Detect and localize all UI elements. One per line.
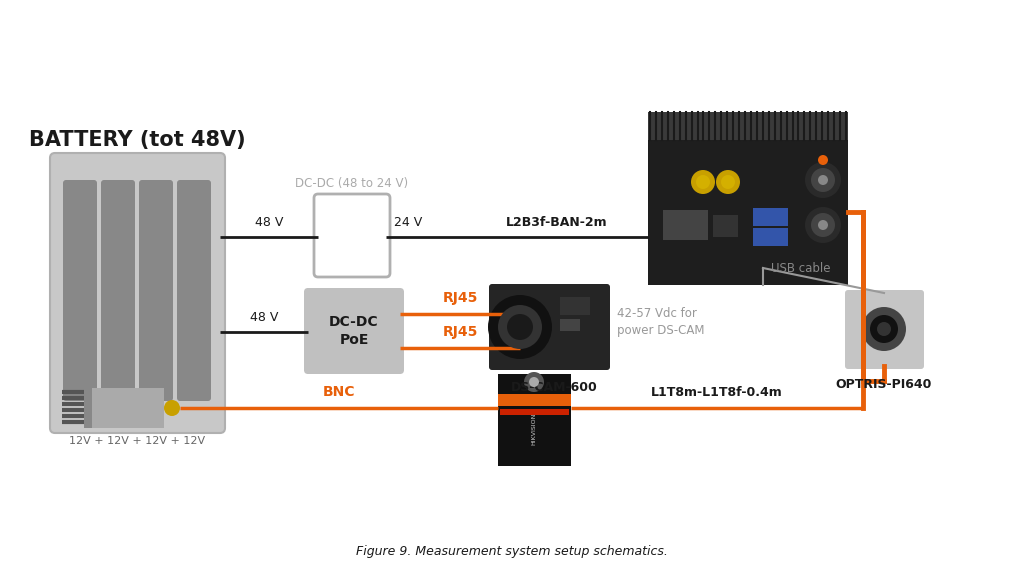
- Circle shape: [691, 170, 715, 194]
- Text: OPTRIS-PI640: OPTRIS-PI640: [836, 378, 932, 391]
- Bar: [500, 409, 569, 415]
- Bar: [663, 210, 708, 240]
- Circle shape: [805, 162, 841, 198]
- Bar: [753, 208, 788, 226]
- Text: 12V + 12V + 12V + 12V: 12V + 12V + 12V + 12V: [69, 436, 205, 446]
- Text: HIKVISION: HIKVISION: [531, 413, 537, 445]
- Bar: [560, 297, 590, 315]
- Bar: [498, 374, 571, 466]
- Circle shape: [811, 213, 835, 237]
- Circle shape: [529, 377, 539, 387]
- Circle shape: [721, 175, 735, 189]
- Circle shape: [164, 400, 180, 416]
- FancyBboxPatch shape: [177, 180, 211, 401]
- Text: 42-57 Vdc for
power DS-CAM: 42-57 Vdc for power DS-CAM: [617, 307, 705, 337]
- FancyBboxPatch shape: [304, 288, 404, 374]
- FancyBboxPatch shape: [139, 180, 173, 401]
- FancyBboxPatch shape: [63, 180, 97, 401]
- Text: DC-DC
PoE: DC-DC PoE: [329, 315, 379, 347]
- Text: DS-CAM-600: DS-CAM-600: [511, 381, 597, 394]
- Bar: [498, 394, 571, 406]
- Bar: [648, 140, 848, 285]
- FancyBboxPatch shape: [489, 284, 610, 370]
- Bar: [84, 388, 92, 428]
- Circle shape: [805, 207, 841, 243]
- Circle shape: [498, 305, 542, 349]
- FancyBboxPatch shape: [314, 194, 390, 277]
- Text: USB cable: USB cable: [771, 262, 830, 275]
- Text: L1T8m-L1T8f-0.4m: L1T8m-L1T8f-0.4m: [651, 386, 783, 399]
- Text: Figure 9. Measurement system setup schematics.: Figure 9. Measurement system setup schem…: [356, 545, 668, 558]
- Bar: [648, 112, 848, 140]
- FancyBboxPatch shape: [845, 290, 924, 369]
- Text: L2B3f-BAN-2m: L2B3f-BAN-2m: [506, 216, 608, 229]
- Text: RJ45: RJ45: [442, 291, 477, 305]
- Circle shape: [696, 175, 710, 189]
- Circle shape: [877, 322, 891, 336]
- FancyBboxPatch shape: [101, 180, 135, 401]
- Circle shape: [524, 372, 544, 392]
- Circle shape: [818, 155, 828, 165]
- Bar: [753, 228, 788, 246]
- Text: 48 V: 48 V: [250, 311, 279, 324]
- Text: 24 V: 24 V: [394, 216, 422, 229]
- Circle shape: [862, 307, 906, 351]
- Text: DC-DC (48 to 24 V): DC-DC (48 to 24 V): [296, 177, 409, 190]
- Text: RJ45: RJ45: [442, 325, 477, 339]
- Text: BNC: BNC: [323, 385, 355, 399]
- Circle shape: [818, 220, 828, 230]
- Circle shape: [811, 168, 835, 192]
- Circle shape: [818, 175, 828, 185]
- FancyBboxPatch shape: [50, 153, 225, 433]
- Bar: [84, 388, 164, 428]
- Bar: [560, 319, 580, 331]
- Circle shape: [488, 295, 552, 359]
- Circle shape: [870, 315, 898, 343]
- Circle shape: [507, 314, 534, 340]
- Text: BATTERY (tot 48V): BATTERY (tot 48V): [29, 130, 246, 150]
- Text: 48 V: 48 V: [255, 216, 284, 229]
- Bar: [713, 215, 738, 237]
- Circle shape: [716, 170, 740, 194]
